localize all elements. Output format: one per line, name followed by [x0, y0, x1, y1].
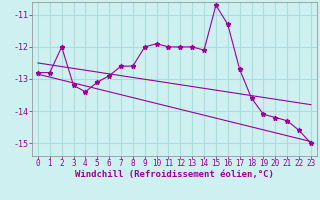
X-axis label: Windchill (Refroidissement éolien,°C): Windchill (Refroidissement éolien,°C) — [75, 170, 274, 179]
